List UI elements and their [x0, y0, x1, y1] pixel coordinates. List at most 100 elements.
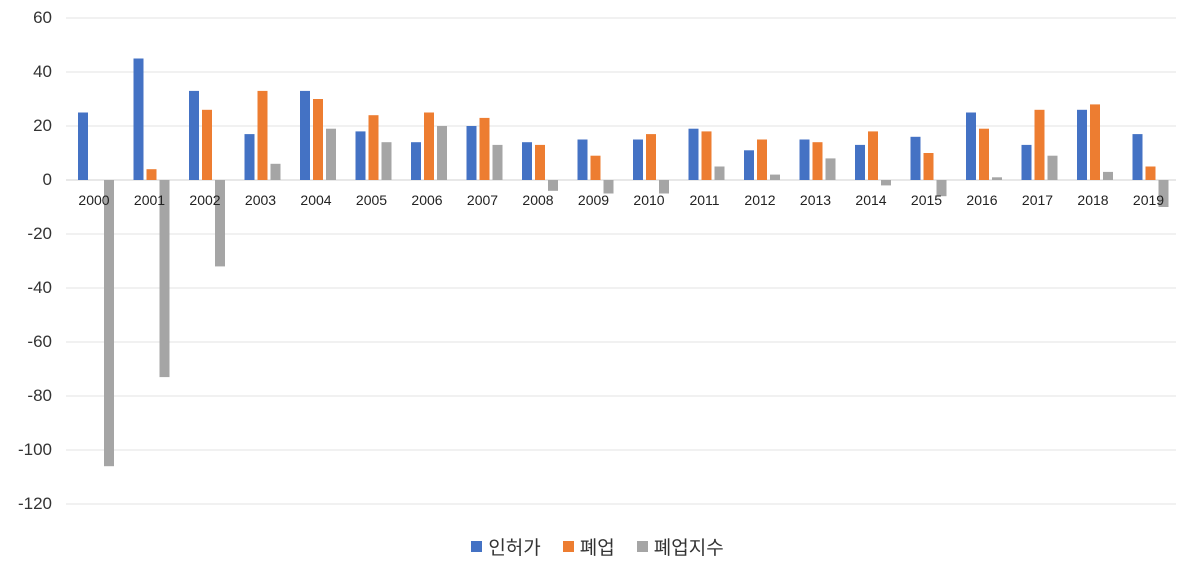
legend-label: 폐업: [579, 537, 615, 559]
bar-인허가-2010: [633, 139, 643, 180]
bar-인허가-2001: [133, 58, 144, 180]
y-tick-label: -80: [27, 386, 52, 405]
bar-인허가-2005: [355, 131, 366, 180]
bar-폐업지수-2008: [548, 180, 558, 191]
x-tick-label: 2017: [1021, 192, 1054, 208]
legend-label: 인허가: [488, 537, 541, 559]
bar-인허가-2017: [1021, 144, 1032, 180]
x-tick-label: 2002: [189, 192, 221, 208]
legend-item: 폐업: [562, 533, 615, 560]
bar-인허가-2009: [577, 139, 588, 180]
legend: 인허가 폐업 폐업지수: [0, 533, 1195, 560]
bar-인허가-2014: [855, 144, 865, 180]
bar-폐업-2008: [535, 144, 545, 180]
bar-폐업지수-2000: [104, 180, 114, 467]
x-tick-label: 2014: [855, 192, 887, 208]
legend-swatch-icon: [562, 541, 574, 552]
legend-swatch-icon: [471, 541, 483, 552]
bar-폐업지수-2013: [825, 158, 836, 180]
bar-인허가-2012: [744, 150, 754, 180]
bar-폐업지수-2003: [270, 163, 281, 180]
x-tick-label: 2010: [633, 192, 665, 208]
bar-폐업지수-2001: [159, 180, 170, 378]
bar-폐업-2016: [979, 128, 989, 180]
y-tick-label: -60: [27, 332, 52, 351]
bar-폐업지수-2005: [381, 142, 392, 180]
x-tick-label: 2008: [522, 192, 554, 208]
x-tick-label: 2003: [244, 192, 277, 208]
bar-폐업지수-2017: [1047, 155, 1058, 180]
x-tick-label: 2007: [466, 192, 499, 208]
bar-폐업-2009: [590, 155, 601, 180]
x-tick-label: 2016: [966, 192, 998, 208]
legend-item: 인허가: [471, 533, 541, 560]
bar-인허가-2011: [688, 128, 699, 180]
bar-인허가-2008: [522, 142, 532, 180]
bar-인허가-2019: [1132, 134, 1143, 180]
y-tick-label: -40: [27, 278, 52, 297]
y-tick-label: -100: [17, 440, 52, 459]
bar-폐업지수-2018: [1103, 171, 1113, 180]
x-tick-label: 2001: [133, 192, 166, 208]
bar-폐업-2015: [923, 153, 934, 180]
bar-인허가-2018: [1077, 109, 1087, 180]
bar-폐업지수-2011: [714, 166, 725, 180]
y-tick-label: -120: [17, 494, 52, 513]
x-tick-label: 2018: [1077, 192, 1109, 208]
bar-인허가-2002: [189, 90, 199, 180]
bar-폐업지수-2004: [326, 128, 336, 180]
bar-폐업지수-2010: [659, 180, 669, 194]
bar-폐업지수-2002: [215, 180, 225, 267]
bar-폐업-2014: [868, 131, 878, 180]
bar-폐업지수-2007: [492, 144, 503, 180]
bar-폐업지수-2009: [603, 180, 614, 194]
y-tick-label: -20: [27, 224, 52, 243]
bar-인허가-2016: [966, 112, 976, 180]
bar-인허가-2006: [411, 142, 421, 180]
bar-인허가-2015: [910, 136, 921, 180]
bar-폐업지수-2006: [437, 126, 447, 180]
x-tick-label: 2006: [411, 192, 443, 208]
legend-label: 폐업지수: [653, 537, 724, 559]
bar-폐업-2001: [146, 169, 157, 180]
bar-인허가-2004: [300, 90, 310, 180]
bar-폐업지수-2014: [881, 180, 891, 186]
bar-폐업지수-2016: [992, 177, 1002, 180]
bar-폐업-2007: [479, 117, 490, 180]
x-tick-label: 2015: [910, 192, 943, 208]
x-tick-label: 2000: [78, 192, 110, 208]
bar-폐업-2018: [1090, 104, 1100, 180]
bar-폐업-2017: [1034, 109, 1045, 180]
bar-폐업-2010: [646, 134, 656, 180]
bar-폐업-2002: [202, 109, 212, 180]
x-tick-label: 2013: [799, 192, 832, 208]
bar-폐업-2011: [701, 131, 712, 180]
legend-item: 폐업지수: [636, 533, 724, 560]
bar-인허가-2007: [466, 126, 477, 180]
bar-폐업-2013: [812, 142, 823, 180]
bar-폐업지수-2019: [1158, 180, 1169, 207]
x-tick-label: 2012: [744, 192, 776, 208]
bar-인허가-2013: [799, 139, 810, 180]
bar-폐업-2005: [368, 115, 379, 180]
bar-폐업지수-2015: [936, 180, 947, 197]
x-tick-label: 2005: [355, 192, 388, 208]
bar-인허가-2003: [244, 134, 255, 180]
x-tick-label: 2019: [1132, 192, 1165, 208]
x-tick-label: 2009: [577, 192, 610, 208]
bar-폐업-2003: [257, 90, 268, 180]
x-tick-label: 2011: [689, 192, 720, 208]
bar-폐업-2004: [313, 99, 323, 180]
bar-폐업-2012: [757, 139, 767, 180]
bar-폐업-2019: [1145, 166, 1156, 180]
y-tick-label: 40: [33, 62, 52, 81]
legend-swatch-icon: [636, 541, 648, 552]
y-tick-label: 0: [42, 170, 52, 189]
bar-폐업지수-2012: [770, 174, 780, 180]
bar-폐업-2006: [424, 112, 434, 180]
bar-인허가-2000: [78, 112, 88, 180]
y-tick-label: 60: [33, 8, 52, 27]
y-tick-label: 20: [33, 116, 52, 135]
